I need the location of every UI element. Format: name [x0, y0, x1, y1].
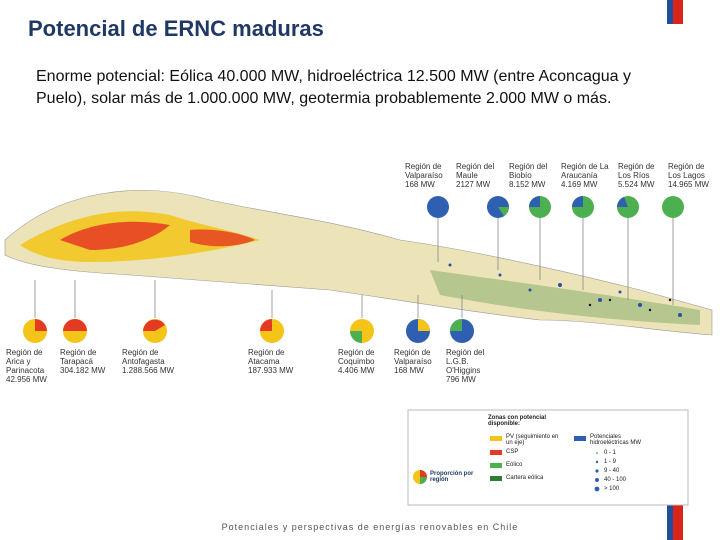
region-value: 14.965 MW [668, 180, 709, 189]
region-value: 796 MW [446, 375, 476, 384]
region-label: Región de Valparaíso 168 MW [405, 162, 467, 189]
legend-item: Eólico [506, 462, 523, 468]
footer: Potenciales y perspectivas de energías r… [221, 522, 519, 532]
region-label: Región de Atacama 187.933 MW [248, 348, 304, 375]
region-name: Región de Valparaíso [405, 162, 443, 180]
region-label: Región de Arica y Parinacota 42.956 MW [6, 348, 56, 384]
region-label: Región del Biobío 8.152 MW [509, 162, 557, 189]
pie-legend: Proporción por región [430, 471, 474, 483]
region-value: 168 MW [405, 180, 435, 189]
region-name: Región de La Araucanía [561, 162, 609, 180]
body-text: Enorme potencial: Eólica 40.000 MW, hidr… [36, 68, 631, 107]
region-value: 42.956 MW [6, 375, 47, 384]
region-name: Región de Arica y Parinacota [6, 348, 45, 375]
region-name: Región de Tarapacá [60, 348, 97, 366]
region-label: Región del L.G.B. O'Higgins 796 MW [446, 348, 492, 384]
region-value: 2127 MW [456, 180, 491, 189]
region-name: Región de Atacama [248, 348, 285, 366]
region-name: Región de Los Ríos [618, 162, 655, 180]
region-value: 5.524 MW [618, 180, 655, 189]
region-value: 304.182 MW [60, 366, 106, 375]
region-value: 168 MW [394, 366, 424, 375]
region-name: Región del L.G.B. O'Higgins [446, 348, 485, 375]
region-label: Región de Valparaíso 168 MW [394, 348, 444, 375]
region-label: Región de Los Ríos 5.524 MW [618, 162, 664, 189]
region-value: 4.406 MW [338, 366, 375, 375]
region-name: Región de Antofagasta [122, 348, 165, 366]
slide-title: Potencial de ERNC maduras [28, 16, 324, 41]
hydro-class: 40 - 100 [604, 477, 627, 483]
hydro-class: 9 - 40 [604, 468, 620, 474]
hydro-title: Potenciales hidroeléctricas MW [590, 434, 642, 446]
legend-item: Cartera eólica [506, 475, 544, 481]
legend-item: CSP [506, 449, 519, 455]
legend-title: Zonas con potencial disponible: [488, 415, 547, 427]
region-name: Región del Biobío [509, 162, 548, 180]
hydro-class: 1 - 9 [604, 459, 617, 465]
legend-item: PV (seguimiento en un eje) [506, 434, 559, 446]
region-value: 1.288.566 MW [122, 366, 175, 375]
region-label: Región de La Araucanía 4.169 MW [561, 162, 617, 189]
hydro-class: > 100 [604, 486, 620, 492]
region-label: Región de Coquimbo 4.406 MW [338, 348, 388, 375]
region-name: Región de Los Lagos [668, 162, 705, 180]
region-name: Región de Valparaíso [394, 348, 432, 366]
region-value: 187.933 MW [248, 366, 294, 375]
region-label: Región de Los Lagos 14.965 MW [668, 162, 716, 189]
region-name: Región de Coquimbo [338, 348, 375, 366]
region-value: 8.152 MW [509, 180, 546, 189]
region-value: 4.169 MW [561, 180, 598, 189]
region-name: Región del Maule [456, 162, 495, 180]
region-label: Región de Antofagasta 1.288.566 MW [122, 348, 188, 375]
region-label: Región de Tarapacá 304.182 MW [60, 348, 110, 375]
region-label: Región del Maule 2127 MW [456, 162, 504, 189]
hydro-class: 0 - 1 [604, 450, 617, 456]
